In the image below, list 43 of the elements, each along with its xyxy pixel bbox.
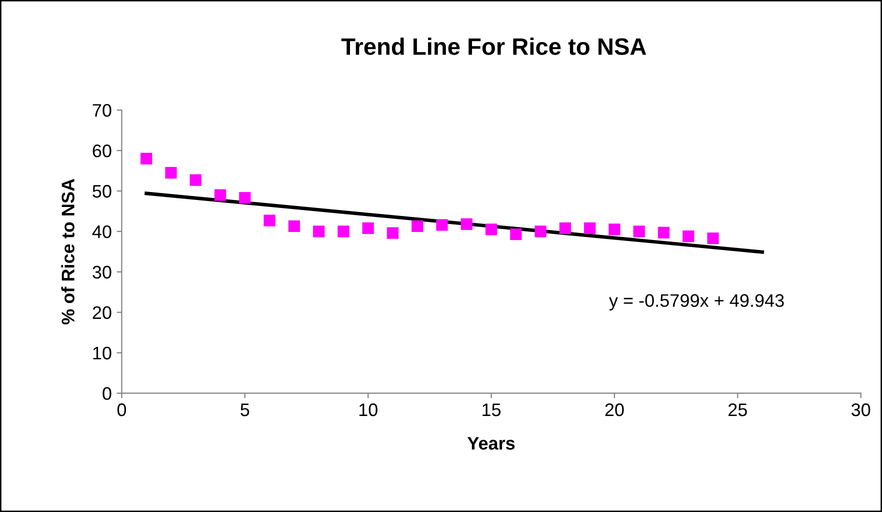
point bbox=[510, 228, 522, 240]
point bbox=[608, 224, 620, 236]
x-tick-label: 10 bbox=[359, 403, 378, 416]
point bbox=[633, 226, 645, 238]
point bbox=[460, 218, 472, 230]
chart-title: Trend Line For Rice to NSA bbox=[341, 38, 646, 55]
y-tick-label: 70 bbox=[92, 104, 112, 117]
annotation: y = -0.5799x + 49.943 bbox=[608, 294, 784, 310]
y-tick-label: 40 bbox=[92, 225, 112, 238]
point bbox=[288, 220, 300, 232]
point bbox=[264, 214, 276, 226]
point bbox=[214, 189, 226, 201]
point bbox=[682, 230, 694, 242]
point bbox=[165, 166, 177, 179]
point bbox=[534, 226, 546, 238]
x-axis-title: Years bbox=[467, 437, 515, 450]
x-tick-label: 20 bbox=[605, 403, 624, 416]
y-tick-label: 10 bbox=[93, 346, 112, 360]
y-tick-label: 0 bbox=[102, 387, 112, 400]
x-tick-label: 25 bbox=[728, 403, 747, 416]
y-tick-label: 50 bbox=[92, 184, 112, 198]
x-tick-label: 15 bbox=[482, 404, 501, 416]
point bbox=[658, 226, 670, 238]
point bbox=[338, 226, 350, 238]
y-tick-label: 20 bbox=[92, 306, 112, 320]
point bbox=[412, 220, 424, 232]
y-tick-label: 30 bbox=[92, 266, 112, 279]
y-axis-title: % of Rice to NSA bbox=[61, 178, 74, 324]
point bbox=[140, 152, 152, 164]
x-tick-label: 0 bbox=[117, 403, 126, 416]
point bbox=[559, 222, 571, 234]
point bbox=[362, 222, 374, 234]
point bbox=[313, 226, 325, 238]
point bbox=[386, 227, 399, 239]
point bbox=[239, 192, 251, 204]
x-tick-label: 30 bbox=[851, 403, 870, 416]
point bbox=[485, 224, 498, 236]
point bbox=[436, 219, 448, 231]
y-tick-label: 60 bbox=[92, 144, 112, 158]
point bbox=[707, 232, 719, 244]
x-tick-label: 5 bbox=[240, 404, 250, 416]
point bbox=[190, 174, 202, 186]
point bbox=[584, 222, 596, 234]
